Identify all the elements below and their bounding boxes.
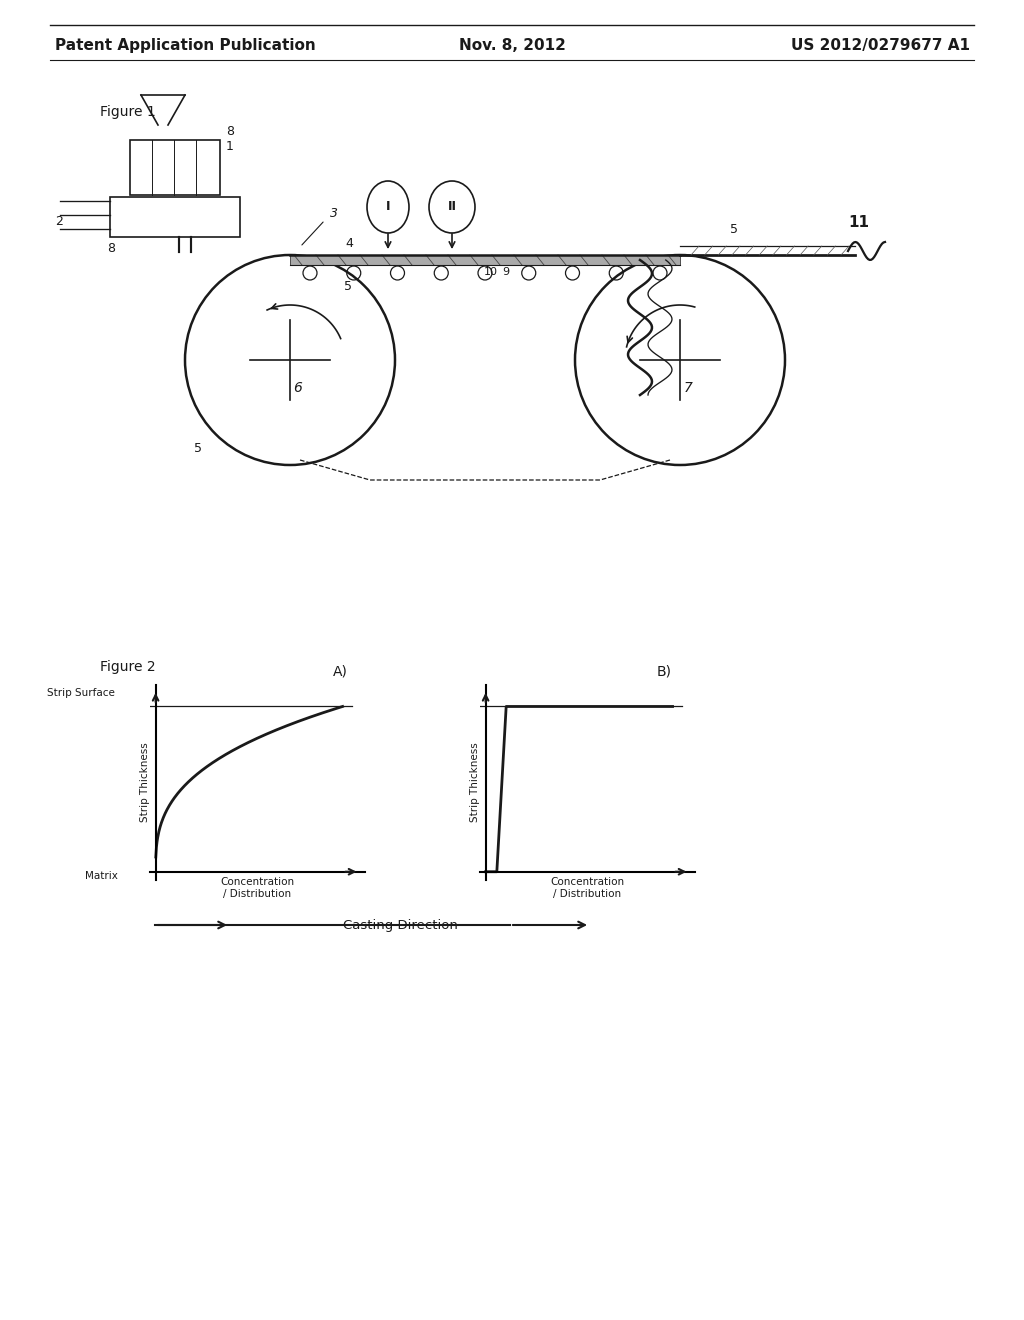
- Text: B): B): [656, 664, 672, 678]
- Text: 4: 4: [345, 238, 353, 249]
- Text: 6: 6: [294, 381, 302, 395]
- Text: 2: 2: [55, 215, 62, 228]
- Text: 5: 5: [730, 223, 738, 236]
- Text: Nov. 8, 2012: Nov. 8, 2012: [459, 38, 565, 53]
- Text: 7: 7: [684, 381, 692, 395]
- Y-axis label: Strip Thickness: Strip Thickness: [140, 743, 151, 822]
- Text: Figure 1: Figure 1: [100, 106, 156, 119]
- Text: 8: 8: [226, 125, 234, 139]
- Text: I: I: [386, 201, 390, 214]
- Y-axis label: Strip Thickness: Strip Thickness: [470, 743, 480, 822]
- Bar: [290, 255, 680, 265]
- Text: Strip Surface: Strip Surface: [47, 688, 115, 698]
- X-axis label: Concentration
/ Distribution: Concentration / Distribution: [220, 878, 295, 899]
- Text: 9: 9: [502, 267, 509, 277]
- Text: Patent Application Publication: Patent Application Publication: [55, 38, 315, 53]
- Text: 11: 11: [848, 215, 869, 230]
- Text: 1: 1: [226, 140, 233, 153]
- Text: A): A): [333, 664, 347, 678]
- Text: 8: 8: [106, 242, 115, 255]
- Text: Casting Direction: Casting Direction: [343, 919, 458, 932]
- Bar: [110, 197, 240, 238]
- Text: US 2012/0279677 A1: US 2012/0279677 A1: [791, 38, 970, 53]
- Text: 5: 5: [194, 442, 202, 455]
- X-axis label: Concentration
/ Distribution: Concentration / Distribution: [551, 878, 625, 899]
- Text: II: II: [447, 201, 457, 214]
- Text: Figure 2: Figure 2: [100, 660, 156, 675]
- Text: 3: 3: [330, 207, 338, 220]
- Text: 5: 5: [344, 280, 352, 293]
- Text: Matrix: Matrix: [85, 871, 119, 882]
- Text: 10: 10: [484, 267, 498, 277]
- Bar: [130, 140, 220, 195]
